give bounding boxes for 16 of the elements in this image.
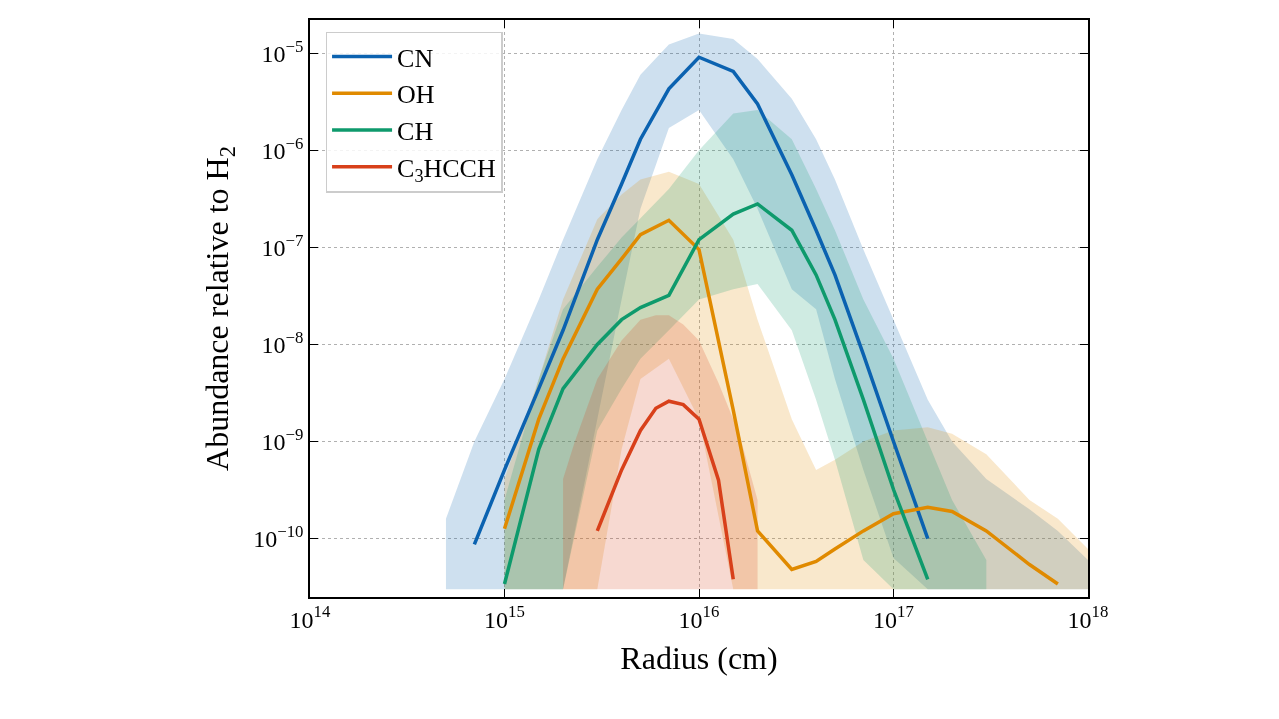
x-tick-label: 10$^{16}$ — [678, 602, 720, 633]
y-tick-label: 10$^{−6}$ — [261, 133, 304, 164]
x-tick-label: 10$^{17}$ — [873, 602, 914, 633]
legend-label: OH — [397, 80, 435, 110]
x-tick-label: 10$^{14}$ — [289, 602, 331, 633]
y-tick-label: 10$^{−9}$ — [261, 424, 304, 455]
x-axis-title: Radius (cm) — [620, 639, 778, 676]
x-tick-label: 10$^{18}$ — [1067, 602, 1109, 633]
y-tick-label: 10$^{−8}$ — [261, 327, 304, 358]
legend-label: CH — [397, 117, 434, 147]
x-tick-label: 10$^{15}$ — [484, 602, 525, 633]
legend-label: CN — [397, 43, 434, 73]
y-tick-label: 10$^{−5}$ — [261, 36, 304, 67]
y-tick-label: 10$^{−7}$ — [261, 230, 304, 261]
legend-label: C$_{3}$HCCH — [397, 153, 496, 187]
y-tick-label: 10$^{−10}$ — [253, 521, 304, 552]
